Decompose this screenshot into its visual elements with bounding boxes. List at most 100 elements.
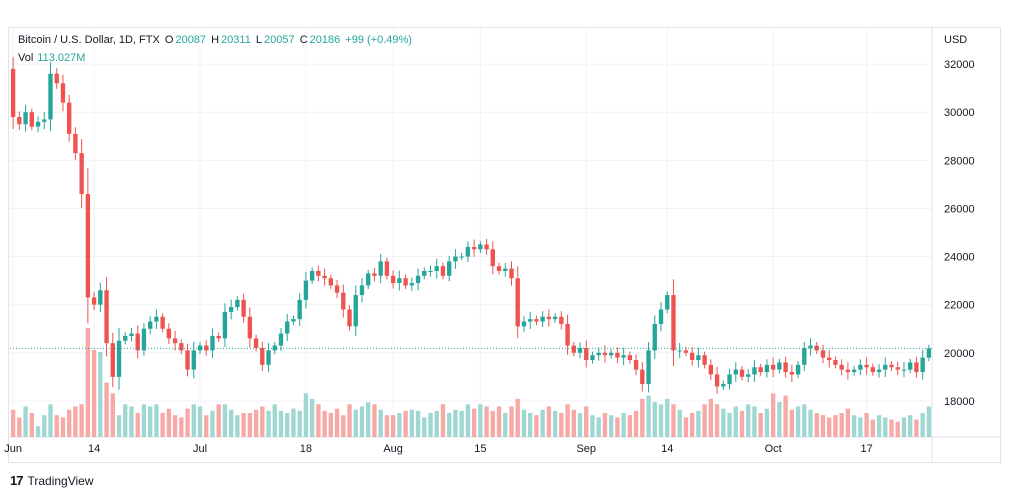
volume-bar	[883, 417, 888, 437]
volume-bar	[920, 413, 925, 437]
volume-bar	[91, 349, 97, 437]
candle-body	[845, 369, 851, 373]
candle-body	[484, 244, 489, 250]
volume-bar	[147, 406, 153, 437]
volume-bars	[10, 328, 932, 437]
candle-body	[123, 335, 128, 341]
volume-bar	[359, 406, 365, 437]
volume-bar	[914, 419, 919, 437]
candle-body	[129, 333, 134, 336]
candle-body	[397, 278, 402, 284]
volume-bar	[696, 410, 701, 437]
volume-bar	[528, 413, 533, 437]
tradingview-brand[interactable]: 17 TradingView	[10, 473, 94, 488]
y-axis: 18000 20000 22000 24000 26000 28000 30000 32000	[944, 59, 975, 408]
candle-body	[926, 348, 932, 358]
low-label: L	[255, 34, 263, 46]
volume-bar	[683, 417, 689, 437]
volume-bar	[10, 409, 16, 437]
candle-body	[447, 261, 452, 276]
candle-body	[621, 355, 626, 358]
volume-bar	[390, 415, 396, 437]
volume-bar	[571, 409, 576, 437]
candle-body	[341, 292, 346, 310]
change-value: +99 (+0.49%)	[345, 34, 412, 46]
candle-body	[409, 283, 414, 286]
candle-body	[434, 266, 439, 271]
volume-bar	[783, 395, 788, 437]
volume-bar	[79, 404, 84, 437]
volume-bar	[172, 415, 178, 437]
candle-body	[135, 333, 140, 351]
candle-body	[733, 369, 738, 375]
volume-bar	[845, 408, 851, 437]
candle-body	[577, 347, 583, 353]
volume-bar	[484, 406, 489, 437]
candle-body	[490, 249, 495, 267]
y-tick-label: 26000	[944, 203, 975, 215]
volume-bar	[185, 408, 190, 437]
volume-bar	[746, 404, 751, 437]
volume-bar	[534, 415, 539, 437]
candle-body	[309, 270, 315, 281]
volume-bar	[552, 410, 558, 437]
volume-bar	[615, 417, 620, 437]
volume-bar	[876, 415, 882, 437]
candle-body	[478, 244, 483, 250]
volume-bar	[608, 415, 614, 437]
volume-bar	[428, 413, 433, 437]
x-tick-label: 15	[474, 443, 486, 455]
x-tick-label: Sep	[576, 443, 596, 455]
x-tick-label: 14	[88, 443, 100, 455]
volume-bar	[565, 404, 570, 437]
y-tick-label: 30000	[944, 107, 975, 119]
volume-bar	[372, 404, 377, 437]
volume-bar	[602, 413, 608, 437]
candle-body	[403, 278, 408, 286]
candle-body	[334, 285, 340, 293]
volume-bar	[309, 398, 315, 437]
candle-body	[79, 153, 84, 195]
volume-bar	[665, 398, 670, 437]
volume-bar	[789, 409, 795, 437]
volume-bar	[733, 406, 738, 437]
candle-body	[54, 73, 59, 84]
candle-body	[889, 364, 894, 368]
candle-body	[640, 369, 645, 385]
volume-bar	[802, 404, 807, 437]
volume-bar	[191, 404, 196, 437]
brand-name: TradingView	[27, 473, 94, 488]
y-tick-label: 28000	[944, 155, 975, 167]
volume-bar	[559, 413, 564, 437]
x-tick-label: Jun	[4, 443, 22, 455]
volume-bar	[901, 417, 907, 437]
candle-body	[141, 328, 147, 351]
candle-body	[652, 323, 657, 351]
candle-body	[633, 360, 639, 370]
volume-bar	[577, 413, 583, 437]
candle-body	[608, 352, 614, 356]
candle-body	[17, 117, 22, 125]
volume-bar	[770, 393, 776, 437]
volume-bar	[689, 413, 695, 437]
grid-lines	[8, 28, 1000, 463]
volume-bar	[129, 406, 134, 437]
volume-bar	[546, 406, 552, 437]
candle-body	[833, 360, 838, 365]
candle-body	[428, 270, 433, 272]
candle-body	[627, 355, 633, 361]
candle-body	[85, 194, 91, 298]
candle-body	[347, 309, 352, 327]
candle-body	[702, 355, 707, 365]
volume-bar	[633, 410, 639, 437]
x-tick-label: 18	[300, 443, 312, 455]
candle-body	[615, 352, 620, 358]
candle-body	[278, 333, 284, 346]
candle-body	[534, 319, 539, 322]
volume-bar	[708, 398, 714, 437]
candle-body	[858, 364, 863, 370]
volume-label: Vol	[18, 52, 34, 64]
x-tick-label: Oct	[765, 443, 782, 455]
